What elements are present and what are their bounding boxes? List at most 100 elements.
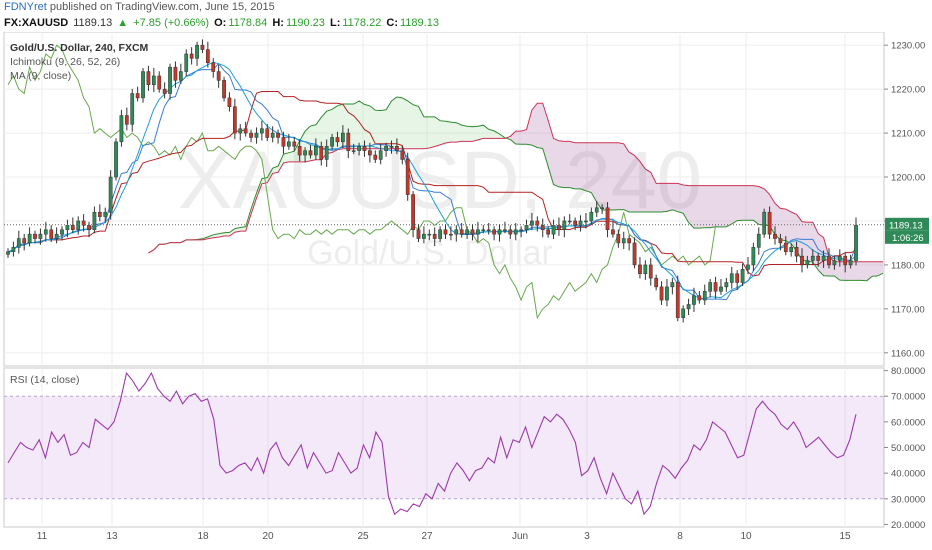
ichimoku-cloud-segment (569, 141, 576, 189)
ichimoku-cloud-segment (683, 185, 689, 223)
candle (135, 93, 140, 99)
ichimoku-cloud-segment (407, 100, 414, 149)
ichimoku-cloud-segment (656, 183, 662, 212)
candle (357, 146, 361, 151)
candle (243, 128, 248, 134)
candle (794, 247, 799, 257)
ichimoku-cloud-segment (699, 185, 705, 229)
x-tick-label: 18 (197, 531, 209, 542)
candle (540, 225, 545, 231)
candle (114, 141, 118, 178)
candle (481, 229, 486, 232)
ichimoku-cloud-segment (623, 143, 630, 212)
ichimoku-cloud-segment (596, 142, 603, 211)
ichimoku-cloud-segment (845, 261, 851, 281)
candle (373, 154, 378, 160)
candle (459, 229, 464, 235)
ichimoku-cloud-segment (461, 125, 468, 142)
candle (335, 137, 340, 143)
open-value: 1178.84 (228, 17, 268, 29)
rsi-band (4, 396, 884, 499)
candle (751, 247, 756, 266)
ichimoku-cloud-segment (866, 261, 873, 281)
ichimoku-cloud-segment (650, 172, 657, 212)
author-link[interactable]: FDNYret (4, 1, 47, 13)
candle (524, 225, 529, 231)
candle (519, 229, 523, 232)
ichimoku-cloud-segment (807, 222, 813, 263)
candle (54, 233, 59, 239)
candle (530, 220, 534, 226)
candle (330, 137, 334, 147)
ichimoku-cloud-segment (288, 151, 295, 162)
watermark-sub: Gold/U.S. Dollar (307, 234, 553, 272)
ichimoku-cloud-segment (612, 142, 619, 211)
ichimoku-cloud-segment (726, 185, 732, 227)
candle (594, 207, 599, 213)
candle (546, 229, 550, 235)
rsi-y-tick-label: 40.0000 (891, 469, 925, 480)
candle (724, 282, 729, 288)
ichimoku-cloud-segment (267, 168, 273, 183)
candle (443, 229, 448, 235)
x-tick-label: 8 (677, 531, 683, 542)
candle (16, 238, 21, 248)
ichimoku-cloud-segment (467, 126, 473, 142)
candle (589, 211, 594, 222)
ichimoku-cloud-segment (418, 106, 424, 149)
senkou-span-b-line (148, 102, 883, 263)
candle (297, 146, 302, 156)
rsi-pane[interactable]: RSI (14, close) (4, 371, 884, 516)
ichimoku-cloud-segment (294, 140, 300, 162)
ichimoku-cloud-segment (639, 161, 646, 212)
ichimoku-cloud-segment (753, 185, 759, 225)
change-value: +7.85 (+0.66%) (133, 17, 210, 29)
ichimoku-cloud-segment (531, 103, 538, 148)
ichimoku-cloud-segment (877, 261, 884, 276)
candle (184, 53, 189, 72)
candle (324, 146, 329, 160)
candle (422, 233, 426, 239)
candle (389, 146, 394, 148)
candle (465, 229, 469, 235)
x-tick-label: 25 (357, 531, 369, 542)
ichimoku-cloud-segment (229, 228, 235, 237)
candle (486, 229, 491, 232)
ichimoku-cloud-segment (715, 185, 721, 227)
published-text: published on TradingView.com, June 15, 2… (49, 1, 275, 13)
candle (292, 141, 297, 147)
candle (632, 242, 637, 266)
candle (562, 220, 567, 231)
candle (551, 225, 556, 235)
ichimoku-cloud-segment (413, 104, 419, 149)
candle (729, 273, 734, 283)
candle (173, 66, 178, 81)
candle (119, 115, 124, 143)
rsi-y-tick-label: 20.0000 (891, 520, 925, 531)
y-tick-label: 1210.00 (891, 129, 925, 140)
high-value: 1190.23 (285, 17, 325, 29)
publisher-bar: FDNYret published on TradingView.com, Ju… (0, 0, 932, 15)
candle (319, 146, 324, 160)
x-tick-label: Jun (512, 531, 528, 542)
x-tick-label: 11 (37, 531, 48, 542)
ichimoku-cloud-segment (558, 140, 565, 188)
chart-title: Gold/U.S. Dollar, 240, FXCM (10, 42, 149, 54)
symbol-label[interactable]: FX:XAUUSD (4, 17, 69, 29)
candle (659, 286, 664, 301)
price-frame (3, 32, 885, 367)
candle (578, 220, 583, 226)
ichimoku-cloud-segment (515, 131, 522, 145)
candle (827, 255, 831, 266)
ichimoku-cloud-segment (494, 130, 500, 139)
candle (205, 49, 210, 64)
candle (432, 233, 437, 239)
candle (168, 66, 172, 94)
candle (314, 146, 318, 156)
candle (395, 146, 399, 151)
ichimoku-cloud-segment (553, 138, 559, 187)
ichimoku-cloud-segment (278, 154, 284, 173)
candle (783, 242, 788, 252)
